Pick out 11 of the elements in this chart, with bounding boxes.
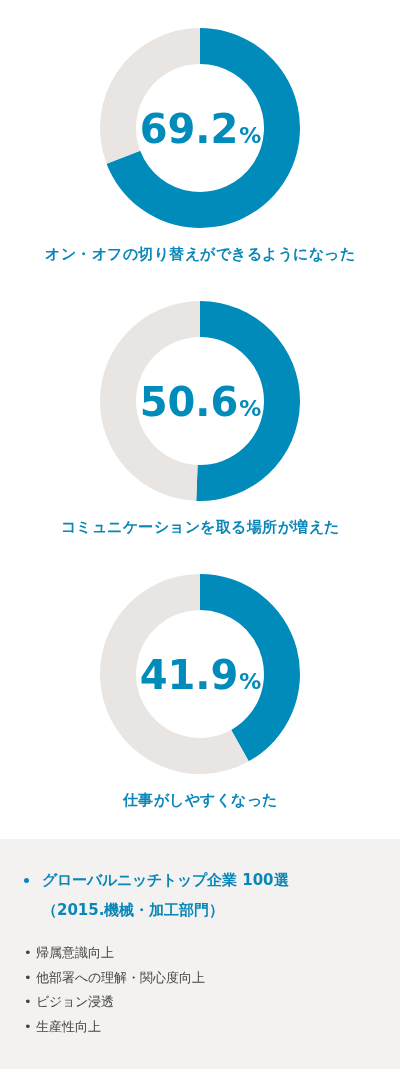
text: • 帰属意識向上 — [24, 944, 115, 962]
text: • 生産性向上 — [24, 1017, 102, 1036]
text: グローバルニッチトップ企業 100選（2015.機械・加工部門） — [42, 870, 290, 921]
data-label: 50.6% — [139, 379, 262, 425]
text: コミュニケーションを取る場所が増えた — [59, 518, 341, 537]
text: 仕事がしやすくなった — [121, 791, 279, 810]
data-label: 41.9% — [139, 652, 262, 698]
text: • ビジョン浸透 — [24, 993, 115, 1011]
data-label: 69.2% — [139, 106, 262, 152]
text: オン・オフの切り替えができるようになった — [44, 245, 356, 264]
text: • 他部署への理解・関心度向上 — [24, 968, 206, 987]
